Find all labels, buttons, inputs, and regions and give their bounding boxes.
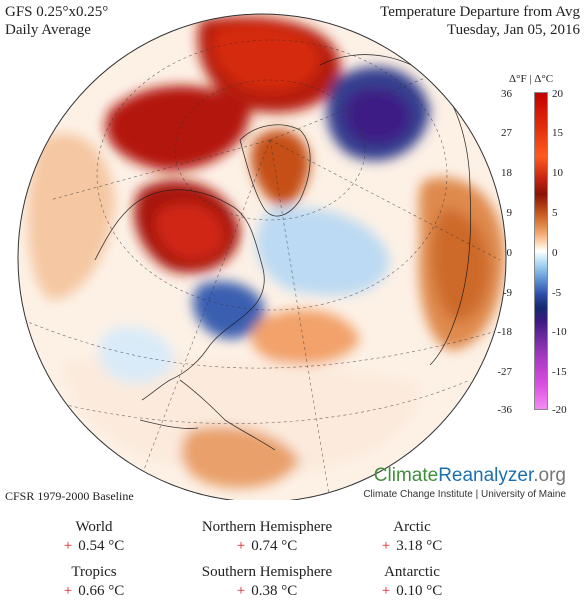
stat-sign: + [381, 538, 391, 554]
colorbar-c-tick: -15 [552, 366, 567, 378]
stat-sign: + [63, 538, 73, 554]
stat-value: 0.74 °C [251, 538, 298, 554]
stat-name: Tropics [71, 564, 117, 580]
globe-disk [18, 14, 506, 500]
model-name: GFS 0.25°x0.25° [5, 4, 109, 20]
stat-antarctic: Antarctic +0.10 °C [322, 563, 502, 601]
stat-sign: + [381, 583, 391, 599]
brand-logo-text[interactable]: ClimateReanalyzer.org [363, 465, 566, 487]
map-title: Temperature Departure from Avg [380, 4, 580, 20]
period-label: Daily Average [5, 22, 91, 38]
stat-name: Antarctic [384, 564, 440, 580]
colorbar-f-tick: -9 [502, 287, 512, 299]
model-info: GFS 0.25°x0.25° Daily Average [5, 3, 108, 39]
stat-sign: + [63, 583, 73, 599]
colorbar-f-tick: 9 [506, 207, 513, 219]
brand-part-1: Climate [373, 465, 439, 486]
brand-part-2: Reanalyzer [438, 465, 534, 486]
colorbar-c-tick: 15 [552, 127, 563, 139]
colorbar-f-tick: -18 [497, 326, 512, 338]
brand-subtitle: Climate Change Institute | University of… [363, 489, 566, 500]
brand-part-3: .org [533, 465, 566, 486]
stat-name: Southern Hemisphere [201, 564, 333, 580]
stat-name: Arctic [393, 519, 431, 535]
stat-world: World +0.54 °C [4, 518, 184, 556]
stat-arctic: Arctic +3.18 °C [322, 518, 502, 556]
colorbar-c-tick: 10 [552, 167, 563, 179]
stat-southern-hemisphere: Southern Hemisphere +0.38 °C [177, 563, 357, 601]
stat-value: 0.66 °C [78, 583, 125, 599]
colorbar-c-tick: -5 [552, 287, 562, 299]
colorbar-f-tick: 27 [501, 127, 512, 139]
colorbar-f-tick: 18 [501, 167, 512, 179]
colorbar [534, 92, 548, 410]
colorbar-heading: Δ°F | Δ°C [509, 73, 554, 85]
baseline-label: CFSR 1979-2000 Baseline [5, 489, 134, 503]
colorbar-c-tick: -10 [552, 326, 567, 338]
map-heading: Temperature Departure from Avg Tuesday, … [380, 3, 580, 39]
colorbar-c-tick: -20 [552, 404, 567, 416]
map-date: Tuesday, Jan 05, 2016 [446, 22, 580, 38]
stat-name: World [75, 519, 113, 535]
stat-tropics: Tropics +0.66 °C [4, 563, 184, 601]
temperature-anomaly-globe [17, 13, 507, 500]
stat-sign: + [236, 583, 246, 599]
colorbar-c-tick: 20 [552, 88, 563, 100]
stat-value: 0.38 °C [251, 583, 298, 599]
stat-value: 3.18 °C [396, 538, 443, 554]
stat-value: 0.54 °C [78, 538, 125, 554]
colorbar-f-tick: 0 [506, 247, 513, 259]
colorbar-f-tick: 36 [501, 88, 512, 100]
stat-name: Northern Hemisphere [201, 519, 333, 535]
colorbar-c-tick: 5 [552, 207, 558, 219]
stat-sign: + [236, 538, 246, 554]
colorbar-c-tick: 0 [552, 247, 558, 259]
colorbar-f-tick: -27 [497, 366, 512, 378]
stat-northern-hemisphere: Northern Hemisphere +0.74 °C [177, 518, 357, 556]
colorbar-f-tick: -36 [497, 404, 512, 416]
stat-value: 0.10 °C [396, 583, 443, 599]
brand-block: ClimateReanalyzer.org Climate Change Ins… [363, 465, 566, 500]
